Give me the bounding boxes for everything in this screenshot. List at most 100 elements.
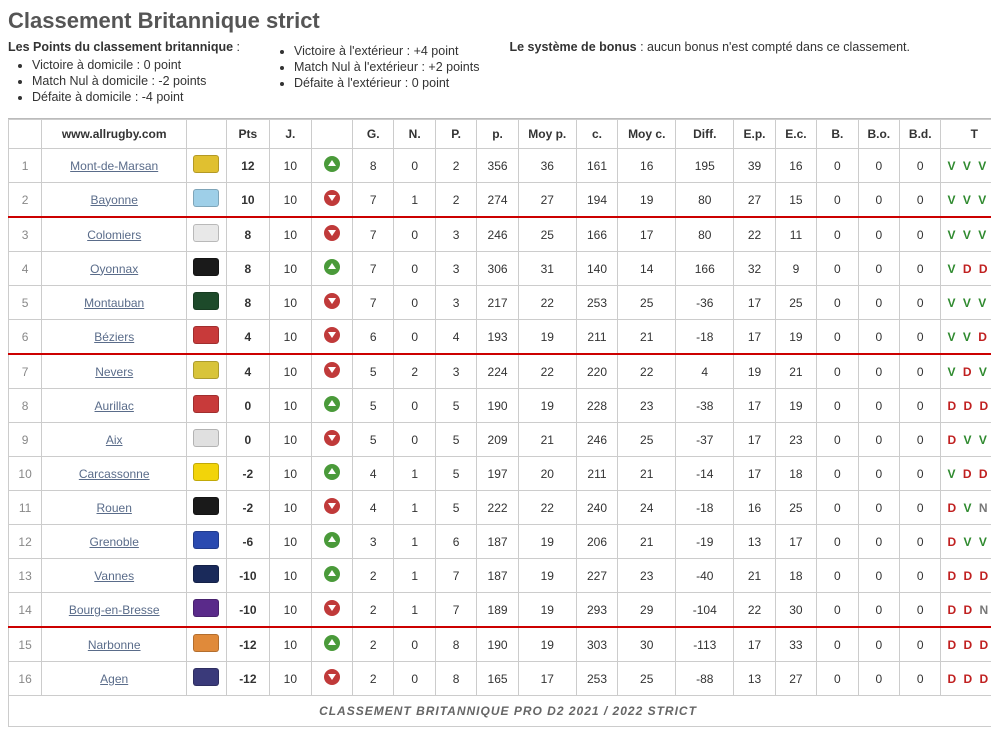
team-logo-icon xyxy=(193,429,219,447)
cell-pf: 274 xyxy=(477,183,518,218)
team-link[interactable]: Béziers xyxy=(94,330,134,344)
team-link[interactable]: Aurillac xyxy=(95,399,134,413)
cell-trend xyxy=(311,389,352,423)
cell-ep: 17 xyxy=(734,320,775,355)
cell-diff: 80 xyxy=(676,183,734,218)
trend-down-icon xyxy=(324,362,340,378)
table-row: 3Colomiers8107032462516617802211000V V V xyxy=(9,217,992,252)
intro-away-1: Match Nul à l'extérieur : +2 points xyxy=(294,60,479,74)
cell-j: 10 xyxy=(270,559,311,593)
team-link[interactable]: Carcassonne xyxy=(79,467,150,481)
cell-trend xyxy=(311,183,352,218)
cell-team: Aix xyxy=(42,423,187,457)
team-link[interactable]: Colomiers xyxy=(87,228,141,242)
col-trend xyxy=(311,120,352,149)
intro-away-2: Défaite à l'extérieur : 0 point xyxy=(294,76,479,90)
col-ep: E.p. xyxy=(734,120,775,149)
team-link[interactable]: Mont-de-Marsan xyxy=(70,159,158,173)
cell-n: 0 xyxy=(394,627,435,662)
cell-n: 0 xyxy=(394,320,435,355)
cell-form: D D D xyxy=(941,627,991,662)
cell-ep: 13 xyxy=(734,662,775,696)
team-link[interactable]: Bayonne xyxy=(91,193,138,207)
cell-bd: 0 xyxy=(900,559,941,593)
cell-bd: 0 xyxy=(900,423,941,457)
trend-down-icon xyxy=(324,327,340,343)
trend-up-icon xyxy=(324,566,340,582)
cell-logo xyxy=(187,252,226,286)
team-link[interactable]: Bourg-en-Bresse xyxy=(69,603,160,617)
cell-bd: 0 xyxy=(900,252,941,286)
cell-rank: 16 xyxy=(9,662,42,696)
team-link[interactable]: Narbonne xyxy=(88,638,141,652)
cell-n: 0 xyxy=(394,662,435,696)
trend-down-icon xyxy=(324,293,340,309)
cell-b: 0 xyxy=(817,354,858,389)
cell-moyc: 24 xyxy=(618,491,676,525)
cell-ep: 32 xyxy=(734,252,775,286)
cell-ec: 17 xyxy=(775,525,816,559)
cell-b: 0 xyxy=(817,559,858,593)
cell-moyp: 27 xyxy=(518,183,576,218)
table-row: 15Narbonne-12102081901930330-1131733000D… xyxy=(9,627,992,662)
table-row: 7Nevers410523224222202241921000V D V xyxy=(9,354,992,389)
cell-moyp: 19 xyxy=(518,320,576,355)
cell-b: 0 xyxy=(817,389,858,423)
cell-diff: -18 xyxy=(676,320,734,355)
cell-pts: -10 xyxy=(226,593,270,628)
cell-n: 0 xyxy=(394,252,435,286)
team-link[interactable]: Nevers xyxy=(95,365,133,379)
trend-down-icon xyxy=(324,669,340,685)
cell-bo: 0 xyxy=(858,593,899,628)
team-link[interactable]: Grenoble xyxy=(90,535,139,549)
cell-bo: 0 xyxy=(858,286,899,320)
horizontal-scrollbar[interactable] xyxy=(8,729,991,745)
table-row: 8Aurillac0105051901922823-381719000D D D xyxy=(9,389,992,423)
cell-moyc: 16 xyxy=(618,149,676,183)
team-link[interactable]: Oyonnax xyxy=(90,262,138,276)
cell-pts: 8 xyxy=(226,252,270,286)
cell-g: 2 xyxy=(353,662,394,696)
cell-team: Vannes xyxy=(42,559,187,593)
cell-pa: 194 xyxy=(576,183,617,218)
team-link[interactable]: Aix xyxy=(106,433,123,447)
cell-p: 2 xyxy=(435,183,476,218)
col-j: J. xyxy=(270,120,311,149)
cell-b: 0 xyxy=(817,149,858,183)
cell-ep: 17 xyxy=(734,627,775,662)
cell-j: 10 xyxy=(270,593,311,628)
trend-up-icon xyxy=(324,156,340,172)
cell-pa: 220 xyxy=(576,354,617,389)
cell-logo xyxy=(187,149,226,183)
cell-b: 0 xyxy=(817,252,858,286)
cell-moyp: 25 xyxy=(518,217,576,252)
cell-team: Colomiers xyxy=(42,217,187,252)
cell-logo xyxy=(187,354,226,389)
cell-form: V D D xyxy=(941,252,991,286)
cell-rank: 1 xyxy=(9,149,42,183)
cell-moyc: 17 xyxy=(618,217,676,252)
cell-p: 8 xyxy=(435,627,476,662)
cell-form: V D D xyxy=(941,457,991,491)
cell-pts: 0 xyxy=(226,423,270,457)
cell-ep: 13 xyxy=(734,525,775,559)
team-link[interactable]: Agen xyxy=(100,672,128,686)
col-p: P. xyxy=(435,120,476,149)
cell-logo xyxy=(187,389,226,423)
intro-home-1: Match Nul à domicile : -2 points xyxy=(32,74,240,88)
col-form: T xyxy=(941,120,991,149)
cell-rank: 7 xyxy=(9,354,42,389)
cell-g: 3 xyxy=(353,525,394,559)
cell-ec: 18 xyxy=(775,457,816,491)
cell-b: 0 xyxy=(817,217,858,252)
cell-ec: 15 xyxy=(775,183,816,218)
cell-pf: 187 xyxy=(477,525,518,559)
team-link[interactable]: Vannes xyxy=(94,569,134,583)
cell-moyp: 22 xyxy=(518,491,576,525)
team-logo-icon xyxy=(193,155,219,173)
team-link[interactable]: Montauban xyxy=(84,296,144,310)
team-link[interactable]: Rouen xyxy=(97,501,132,515)
table-row: 5Montauban8107032172225325-361725000V V … xyxy=(9,286,992,320)
col-ec: E.c. xyxy=(775,120,816,149)
team-logo-icon xyxy=(193,361,219,379)
